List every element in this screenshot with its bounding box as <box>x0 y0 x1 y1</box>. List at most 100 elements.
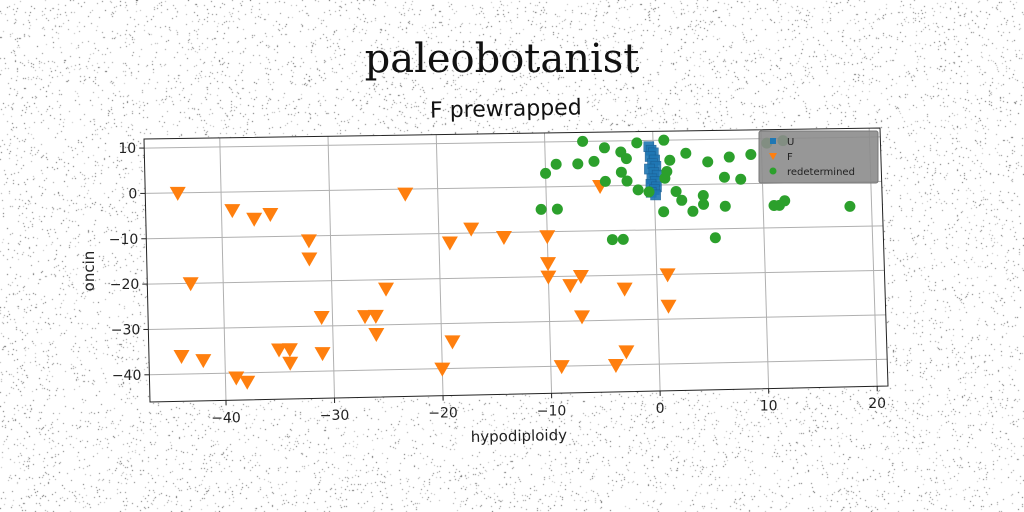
data-point-redetermined <box>606 234 618 246</box>
data-point-redetermined <box>572 158 584 170</box>
data-point-redetermined <box>709 232 721 244</box>
data-point-f <box>271 343 288 358</box>
data-point-redetermined <box>676 194 688 206</box>
data-point-redetermined <box>615 166 627 178</box>
data-point-redetermined <box>577 135 589 147</box>
data-point-f <box>463 222 480 237</box>
y-gridline <box>149 358 888 376</box>
legend-label: U <box>787 137 794 148</box>
data-point-f <box>659 268 676 283</box>
data-point-redetermined <box>844 200 856 212</box>
data-point-redetermined <box>631 137 643 149</box>
data-point-f <box>562 279 579 294</box>
data-point-redetermined <box>551 203 563 215</box>
data-point-redetermined <box>718 171 730 183</box>
data-point-redetermined <box>632 184 644 196</box>
data-point-f <box>572 270 589 285</box>
data-point-f <box>444 335 461 350</box>
data-point-f <box>660 299 677 314</box>
x-tick-label: 20 <box>868 396 886 412</box>
y-gridline <box>146 225 884 240</box>
data-point-f <box>540 270 557 285</box>
x-axis-label: hypodiploidy <box>471 426 568 446</box>
data-point-redetermined <box>719 200 731 212</box>
legend-marker-redetermined <box>769 167 777 175</box>
data-point-f <box>281 343 298 358</box>
data-point-f <box>616 282 633 297</box>
x-gridline <box>219 137 227 401</box>
data-point-redetermined <box>735 173 747 185</box>
data-point-f <box>239 375 256 390</box>
data-point-redetermined <box>540 167 552 179</box>
data-point-redetermined <box>620 153 632 165</box>
data-point-redetermined <box>779 195 791 207</box>
data-point-redetermined <box>698 198 710 210</box>
data-point-f <box>540 257 557 272</box>
legend-marker-u <box>770 138 776 144</box>
data-point-redetermined <box>598 142 610 154</box>
data-point-f <box>169 186 186 201</box>
chart-title: F prewrapped <box>430 95 582 123</box>
axes-frame <box>143 127 889 403</box>
data-point-redetermined <box>661 165 673 177</box>
y-gridline <box>144 136 881 149</box>
y-gridline <box>148 314 886 330</box>
data-point-f <box>301 252 318 267</box>
y-gridline <box>147 269 885 285</box>
data-point-redetermined <box>745 148 757 160</box>
data-point-f <box>539 230 556 245</box>
data-point-f <box>574 310 591 325</box>
data-point-redetermined <box>658 134 670 146</box>
y-tick-label: 10 <box>118 141 136 157</box>
data-point-f <box>228 371 245 386</box>
legend-label: F <box>787 152 793 163</box>
data-point-f <box>246 212 263 227</box>
data-point-f <box>173 349 190 364</box>
legend-marker-f <box>769 153 777 160</box>
data-point-redetermined <box>687 205 699 217</box>
data-point-f <box>300 234 317 249</box>
data-point-f <box>195 354 212 369</box>
x-tick-label: −40 <box>211 410 241 426</box>
data-point-redetermined <box>680 147 692 159</box>
data-point-f <box>434 362 451 377</box>
data-point-redetermined <box>599 175 611 187</box>
plot-area: −40 −30 −20 −10 0 10 20 10 0 −10 −20 −30 −40 UFredete… <box>109 127 889 426</box>
y-tick-label: −30 <box>111 322 141 338</box>
legend-box <box>758 130 879 184</box>
data-point-redetermined <box>535 203 547 215</box>
data-point-f <box>368 327 385 342</box>
y-tick-label: −10 <box>109 232 139 248</box>
x-gridline <box>435 134 444 396</box>
data-point-f <box>441 236 458 251</box>
legend-label: redetermined <box>787 167 855 178</box>
data-point-f <box>495 230 512 245</box>
data-point-f <box>313 310 330 325</box>
data-point-redetermined <box>588 155 600 167</box>
data-point-redetermined <box>670 185 682 197</box>
data-point-redetermined <box>621 175 633 187</box>
chart-suptitle: paleobotanist <box>365 36 640 82</box>
y-tick-label: −40 <box>112 368 142 384</box>
y-gridline <box>145 180 882 194</box>
x-tick-label: 0 <box>656 401 665 417</box>
data-point-f <box>357 310 374 325</box>
data-point-f <box>282 356 299 371</box>
data-point-redetermined <box>697 189 709 201</box>
data-point-f <box>618 345 635 360</box>
data-point-f <box>607 359 624 374</box>
data-point-redetermined <box>658 206 670 218</box>
data-point-f <box>367 309 384 324</box>
data-point-f <box>397 187 414 202</box>
y-tick-label: 0 <box>128 186 137 202</box>
data-point-redetermined <box>617 233 629 245</box>
x-tick-label: −10 <box>537 403 567 419</box>
data-point-redetermined <box>664 154 676 166</box>
data-point-f <box>553 360 570 375</box>
x-gridline <box>327 136 335 399</box>
data-point-redetermined <box>643 186 655 198</box>
data-point-f <box>262 207 279 222</box>
data-point-f <box>224 204 241 219</box>
